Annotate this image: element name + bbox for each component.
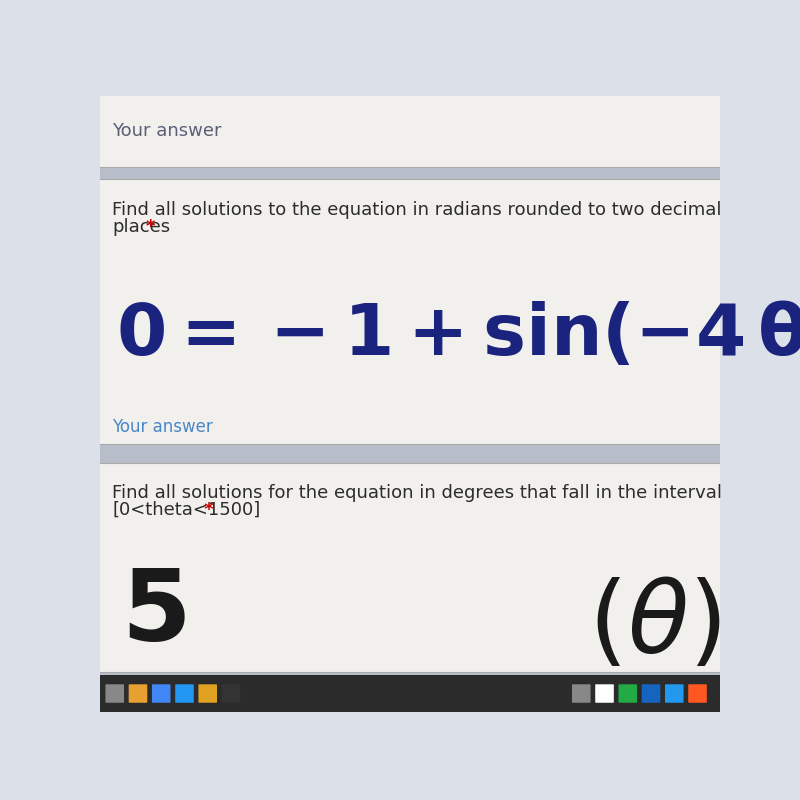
FancyBboxPatch shape: [175, 684, 194, 702]
Text: Find all solutions for the equation in degrees that fall in the interval: Find all solutions for the equation in d…: [112, 484, 722, 502]
FancyBboxPatch shape: [595, 684, 614, 702]
FancyBboxPatch shape: [152, 684, 170, 702]
Text: $\mathbf{0 = -1 + sin(-4\,\theta)}$: $\mathbf{0 = -1 + sin(-4\,\theta)}$: [115, 301, 800, 370]
FancyBboxPatch shape: [129, 684, 147, 702]
Text: [0<theta<1500]: [0<theta<1500]: [112, 501, 261, 519]
FancyBboxPatch shape: [665, 684, 683, 702]
Text: 5: 5: [122, 565, 191, 662]
Text: Your answer: Your answer: [112, 418, 213, 436]
FancyBboxPatch shape: [642, 684, 660, 702]
FancyBboxPatch shape: [106, 684, 124, 702]
Bar: [100, 675, 720, 712]
Text: *: *: [146, 218, 155, 236]
Text: *: *: [198, 501, 214, 519]
Bar: [100, 444, 720, 462]
Text: Find all solutions to the equation in radians rounded to two decimal: Find all solutions to the equation in ra…: [112, 201, 722, 218]
Bar: [100, 96, 720, 167]
FancyBboxPatch shape: [572, 684, 590, 702]
Text: Your answer: Your answer: [112, 122, 222, 141]
FancyBboxPatch shape: [222, 684, 240, 702]
Text: places: places: [112, 218, 170, 236]
Bar: [100, 462, 720, 672]
Text: $(\theta)$: $(\theta)$: [588, 578, 721, 674]
FancyBboxPatch shape: [618, 684, 637, 702]
Bar: [100, 672, 720, 675]
Bar: [100, 179, 720, 444]
Bar: [100, 167, 720, 179]
FancyBboxPatch shape: [688, 684, 707, 702]
FancyBboxPatch shape: [198, 684, 217, 702]
